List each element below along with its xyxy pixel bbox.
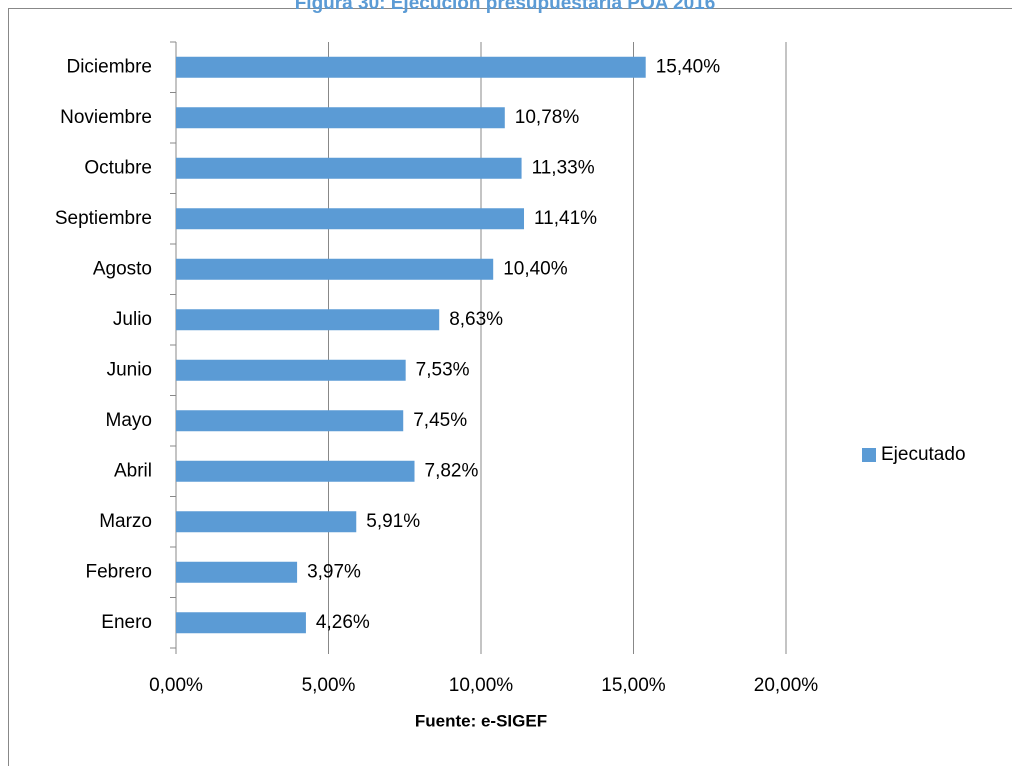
y-tick-label: Septiembre — [55, 208, 152, 229]
value-label: 10,40% — [503, 258, 568, 279]
bar — [176, 208, 525, 230]
legend-swatch — [862, 448, 876, 462]
y-tick-label: Enero — [101, 612, 152, 633]
x-tick-label: 20,00% — [754, 675, 819, 696]
bar — [176, 359, 406, 381]
y-tick-label: Mayo — [106, 410, 152, 431]
y-tick-label: Abril — [114, 460, 152, 481]
value-label: 7,53% — [416, 359, 470, 380]
value-label: 7,82% — [425, 460, 479, 481]
x-axis-label: Fuente: e-SIGEF — [415, 711, 547, 730]
legend-label: Ejecutado — [881, 444, 966, 465]
y-tick-label: Julio — [113, 309, 152, 330]
value-label: 11,41% — [534, 208, 597, 229]
bar — [176, 309, 440, 331]
bar — [176, 460, 415, 482]
y-tick-label: Marzo — [99, 511, 152, 532]
y-tick-label: Octubre — [84, 157, 152, 178]
y-tick-label: Noviembre — [60, 107, 152, 128]
bar — [176, 157, 522, 179]
value-label: 11,33% — [532, 157, 595, 178]
value-label: 7,45% — [413, 410, 467, 431]
bar — [176, 410, 404, 432]
x-tick-label: 15,00% — [601, 675, 666, 696]
y-tick-label: Agosto — [93, 258, 152, 279]
bar — [176, 107, 505, 129]
y-tick-label: Junio — [107, 359, 152, 380]
value-label: 8,63% — [449, 309, 503, 330]
value-label: 15,40% — [656, 56, 721, 77]
y-tick-label: Febrero — [85, 561, 152, 582]
bar — [176, 258, 494, 280]
bar — [176, 612, 306, 634]
chart-frame — [8, 8, 1012, 766]
bar — [176, 561, 298, 583]
chart-title: Figura 30: Ejecución presupuestaria POA … — [295, 0, 716, 14]
bar — [176, 511, 357, 533]
x-tick-label: 5,00% — [302, 675, 356, 696]
value-label: 3,97% — [307, 561, 361, 582]
value-label: 5,91% — [366, 511, 420, 532]
x-tick-label: 0,00% — [149, 675, 203, 696]
bar — [176, 56, 646, 78]
x-tick-label: 10,00% — [449, 675, 514, 696]
value-label: 10,78% — [515, 107, 580, 128]
value-label: 4,26% — [316, 612, 370, 633]
y-tick-label: Diciembre — [66, 56, 152, 77]
